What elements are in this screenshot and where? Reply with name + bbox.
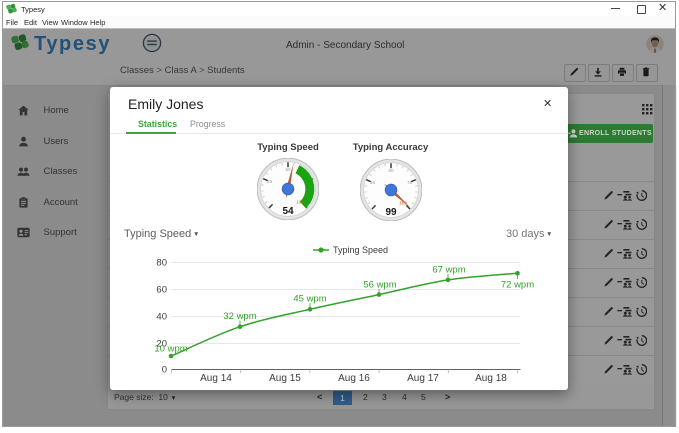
svg-text:50: 50	[388, 168, 394, 173]
svg-text:100: 100	[399, 201, 407, 206]
svg-text:67 wpm: 67 wpm	[432, 265, 465, 276]
svg-text:72 wpm: 72 wpm	[501, 280, 534, 291]
svg-text:Aug 17: Aug 17	[407, 373, 439, 384]
svg-text:99: 99	[385, 207, 397, 218]
svg-text:25: 25	[267, 179, 273, 184]
svg-text:10 wpm: 10 wpm	[154, 344, 187, 355]
svg-text:45 wpm: 45 wpm	[293, 294, 326, 305]
svg-text:32 wpm: 32 wpm	[223, 311, 256, 322]
svg-text:Aug 15: Aug 15	[269, 373, 301, 384]
svg-text:56 wpm: 56 wpm	[363, 280, 396, 291]
svg-text:Aug 14: Aug 14	[200, 373, 232, 384]
svg-text:50: 50	[285, 167, 291, 172]
svg-text:Aug 16: Aug 16	[338, 373, 370, 384]
svg-text:80: 80	[156, 258, 167, 269]
svg-text:Aug 18: Aug 18	[475, 373, 507, 384]
svg-text:25: 25	[369, 180, 375, 185]
svg-text:100: 100	[296, 200, 304, 205]
svg-text:0: 0	[162, 365, 167, 376]
svg-text:60: 60	[156, 285, 167, 296]
svg-text:40: 40	[156, 312, 167, 323]
svg-text:54: 54	[282, 206, 294, 217]
svg-text:Typing Speed: Typing Speed	[333, 245, 388, 255]
svg-text:75: 75	[406, 180, 412, 185]
svg-text:20: 20	[156, 339, 167, 350]
